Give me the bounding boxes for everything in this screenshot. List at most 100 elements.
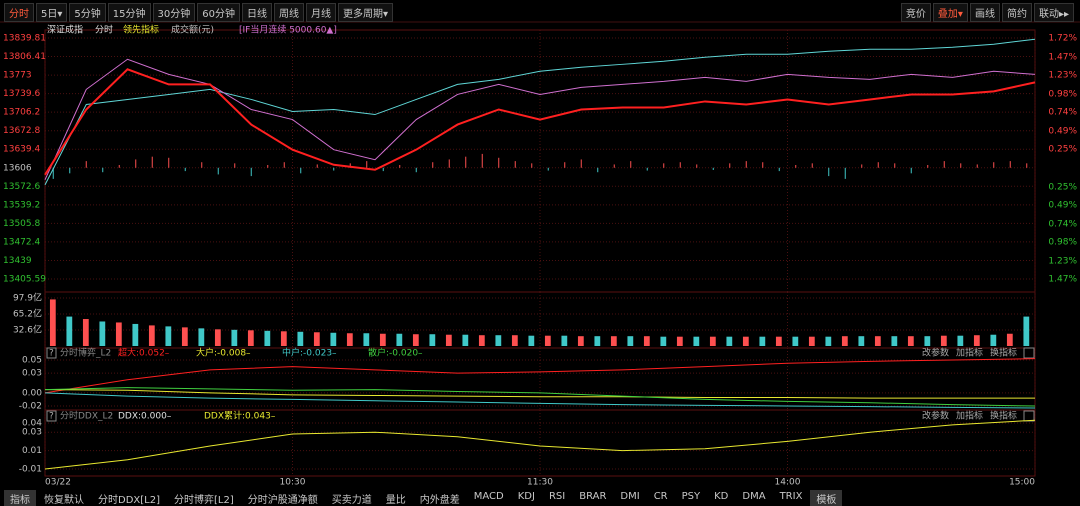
- indicator-tab[interactable]: 分时博弈[L2]: [174, 495, 234, 506]
- indicator-tab[interactable]: TRIX: [779, 491, 803, 502]
- y-tick-label: -0.01: [19, 465, 42, 475]
- panel-value: DDX:0.000–: [118, 412, 172, 422]
- panel-button[interactable]: 换指标: [990, 347, 1017, 359]
- volume-bar: [165, 326, 172, 346]
- volume-bar: [264, 330, 271, 346]
- volume-bar: [907, 336, 914, 346]
- indicator-tab[interactable]: 指标: [4, 490, 36, 506]
- panel-title: 分时DDX_L2: [60, 410, 113, 422]
- volume-bar: [544, 335, 551, 346]
- tool-button[interactable]: 画线: [969, 3, 1000, 22]
- y2-tick-label: 0.49%: [1048, 200, 1077, 210]
- period-button[interactable]: 更多周期▾: [337, 3, 393, 22]
- y-tick-label: 0.00: [22, 388, 42, 398]
- period-button[interactable]: 15分钟: [107, 3, 151, 22]
- indicator-tab[interactable]: 恢复默认: [44, 495, 84, 506]
- volume-bar: [561, 335, 568, 346]
- legend-item: 深证成指: [47, 24, 83, 36]
- indicator-tab[interactable]: KDJ: [517, 491, 535, 502]
- volume-bar: [924, 336, 931, 346]
- volume-bar: [940, 335, 947, 346]
- volume-bar: [181, 327, 188, 346]
- volume-bar: [825, 336, 832, 346]
- panel-button[interactable]: 加指标: [956, 347, 983, 359]
- y-tick-label: 13639.4: [3, 145, 40, 155]
- period-button[interactable]: 30分钟: [152, 3, 196, 22]
- period-button[interactable]: 月线: [305, 3, 336, 22]
- indicator-tabs: 指标 恢复默认 分时DDX[L2] 分时博弈[L2] 分时沪股通净额 买卖力道 量比 内外盘差…: [4, 490, 844, 506]
- tool-button[interactable]: 叠加▾: [932, 3, 968, 22]
- help-icon: [46, 410, 57, 422]
- indicator-tab[interactable]: PSY: [681, 491, 701, 502]
- indicator-tab[interactable]: 分时沪股通净额: [247, 495, 318, 506]
- y-tick-label: 13472.4: [3, 237, 40, 247]
- y-tick-label: 13806.41: [3, 52, 46, 62]
- panel-value: 大户:-0.008–: [196, 347, 251, 359]
- indicator-tab[interactable]: 内外盘差: [419, 495, 460, 506]
- volume-bar: [379, 333, 386, 346]
- volume-bar: [610, 336, 617, 346]
- volume-bar: [891, 336, 898, 346]
- period-button[interactable]: 5日▾: [36, 3, 68, 22]
- tool-button[interactable]: 联动▸▸: [1033, 3, 1074, 22]
- indicator-tab[interactable]: RSI: [548, 491, 566, 502]
- y-tick-label: 13839.81: [3, 34, 46, 44]
- volume-bar: [709, 336, 716, 346]
- indicator-line: [44, 387, 1036, 407]
- y2-tick-label: 0.74%: [1048, 219, 1077, 229]
- indicator-line: [44, 392, 1036, 409]
- indicator-tab[interactable]: 分时DDX[L2]: [98, 495, 160, 506]
- period-button[interactable]: 5分钟: [69, 3, 106, 22]
- volume-bar: [231, 329, 238, 346]
- period-button[interactable]: 周线: [273, 3, 304, 22]
- price-line: [44, 38, 1036, 186]
- period-button[interactable]: 60分钟: [197, 3, 240, 22]
- tool-button[interactable]: 简约: [1001, 3, 1032, 22]
- volume-bar: [759, 336, 766, 346]
- volume-bar: [396, 333, 403, 346]
- indicator-tab[interactable]: 模板: [810, 490, 843, 506]
- y2-tick-label: 0.74%: [1048, 108, 1077, 118]
- legend-item: 分时: [95, 24, 113, 36]
- x-tick-label: 03/22: [45, 478, 71, 488]
- volume-bar: [627, 336, 634, 346]
- volume-bar: [676, 336, 683, 346]
- help-mark: ?: [49, 412, 54, 422]
- y2-tick-label: 0.49%: [1048, 126, 1077, 136]
- volume-bar: [429, 334, 436, 346]
- panel-button[interactable]: 改参数: [922, 410, 949, 422]
- panel-button[interactable]: 加指标: [956, 410, 983, 422]
- indicator-tab[interactable]: CR: [653, 491, 668, 502]
- indicator-tab[interactable]: DMI: [620, 491, 640, 502]
- indicator-tab[interactable]: KD: [714, 491, 729, 502]
- period-button[interactable]: 分时: [4, 3, 34, 22]
- volume-bar: [214, 329, 221, 346]
- indicator-tab[interactable]: MACD: [473, 491, 504, 502]
- volume-bar: [363, 333, 370, 346]
- y2-tick-label: 1.72%: [1048, 34, 1077, 44]
- y-tick-label: 0.05: [22, 356, 42, 366]
- y-tick-label: 97.9亿: [13, 292, 42, 304]
- volume-bar: [462, 334, 469, 346]
- volume-bar: [742, 336, 749, 346]
- panel-button[interactable]: 换指标: [990, 410, 1017, 422]
- y-tick-label: 0.03: [22, 369, 42, 379]
- y-tick-label: 65.2亿: [13, 308, 42, 320]
- volume-bar: [792, 336, 799, 346]
- y-tick-label: 0.03: [22, 428, 42, 438]
- indicator-tab[interactable]: 量比: [385, 495, 406, 506]
- period-button[interactable]: 日线: [241, 3, 272, 22]
- panel-value: 中户:-0.023–: [282, 347, 337, 359]
- volume-bar: [990, 334, 997, 346]
- volume-bar: [445, 334, 452, 346]
- indicator-tab[interactable]: DMA: [742, 491, 766, 502]
- volume-bar: [198, 328, 205, 346]
- y2-tick-label: 0.98%: [1048, 237, 1077, 247]
- panel-button[interactable]: 改参数: [922, 347, 949, 359]
- tool-button[interactable]: 竞价: [900, 3, 931, 22]
- indicator-tab[interactable]: BRAR: [579, 491, 607, 502]
- indicator-tab[interactable]: 买卖力道: [331, 495, 372, 506]
- y-tick-label: 13572.6: [3, 182, 40, 192]
